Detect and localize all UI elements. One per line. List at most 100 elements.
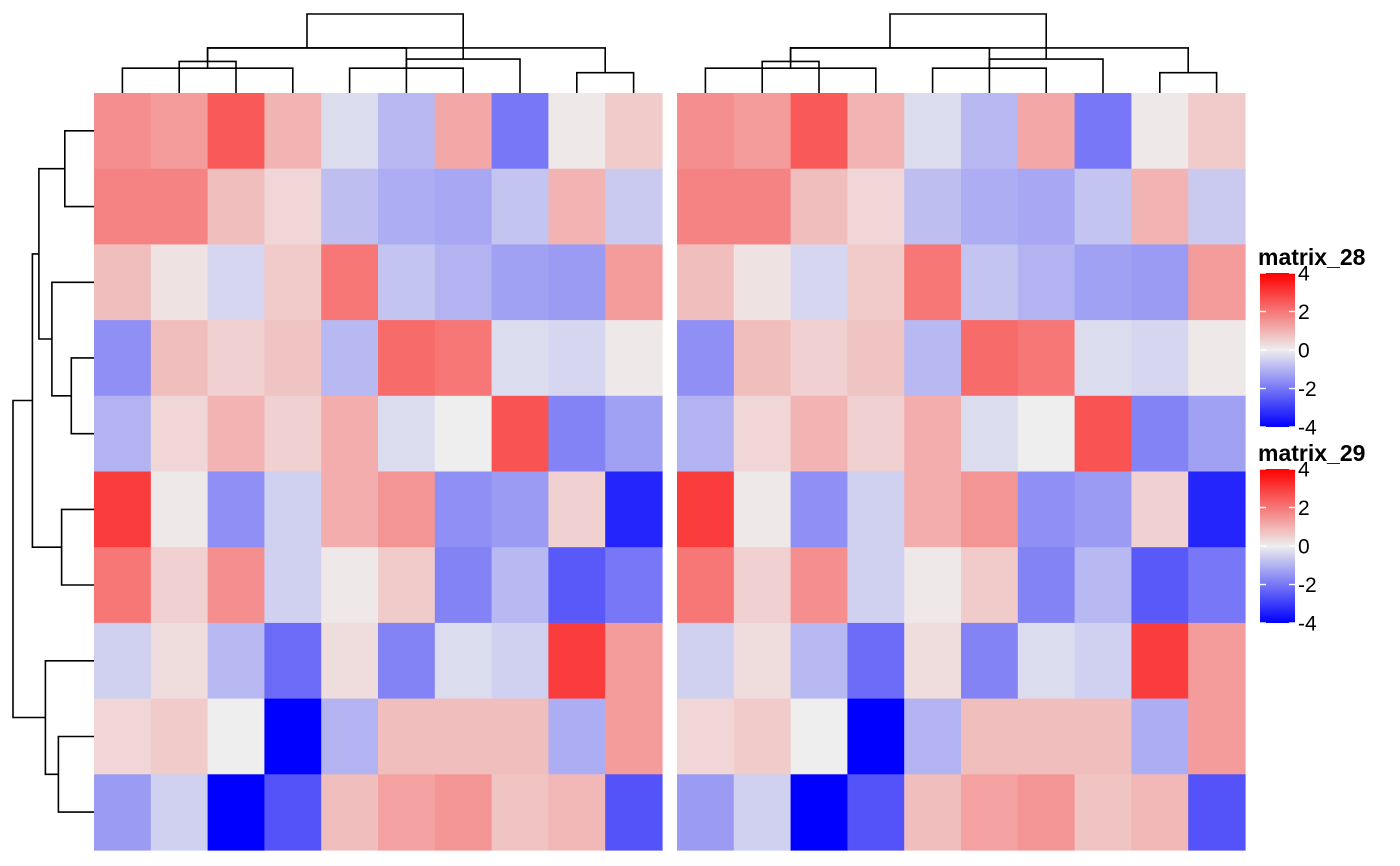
heatmap-cell	[94, 547, 152, 624]
heatmap-cell	[94, 471, 152, 548]
heatmap-cell	[605, 244, 663, 321]
heatmap-cell	[1131, 395, 1189, 473]
heatmap-cell	[264, 395, 322, 473]
heatmap-cell	[1131, 471, 1189, 548]
heatmap-cell	[264, 168, 322, 245]
heatmap-cell	[733, 168, 792, 245]
heatmap-cell	[207, 244, 265, 321]
heatmap-cell	[677, 471, 735, 548]
heatmap-cell	[1074, 622, 1132, 700]
heatmap-cell	[378, 395, 436, 473]
heatmap-cell	[1074, 168, 1132, 245]
heatmap-cell	[150, 471, 209, 548]
heatmap-cell	[548, 622, 606, 700]
dendrogram-branch	[1159, 71, 1218, 93]
heatmap-cell	[94, 774, 152, 851]
heatmap-cell	[378, 93, 436, 170]
heatmap-cell	[264, 244, 322, 321]
heatmap-cell	[790, 168, 848, 245]
heatmap-cell	[548, 547, 606, 624]
heatmap-cell	[961, 93, 1019, 170]
heatmap-cell	[904, 547, 962, 624]
heatmap-cell	[904, 774, 962, 851]
heatmap-cell	[491, 547, 549, 624]
heatmap-cell	[733, 698, 792, 775]
heatmap-cell	[1017, 168, 1076, 245]
dendrogram-branch	[206, 47, 606, 73]
heatmap-cell	[605, 93, 663, 170]
heatmap-cell	[1017, 471, 1076, 548]
heatmap-cell	[207, 622, 265, 700]
heatmap-cell	[548, 244, 606, 321]
heatmap-cell	[1188, 547, 1246, 624]
heatmap-cell	[605, 622, 663, 700]
column-dendrogram-matrix-29	[704, 13, 1218, 93]
heatmap-cell	[434, 547, 493, 624]
legend-title: matrix_29	[1258, 440, 1365, 466]
heatmap-cell	[847, 320, 905, 397]
heatmap-cell	[1188, 320, 1246, 397]
heatmap-cell	[491, 320, 549, 397]
heatmap-cell	[378, 547, 436, 624]
heatmap-cell	[321, 471, 379, 548]
heatmap-cell	[207, 395, 265, 473]
heatmap-cell	[904, 244, 962, 321]
heatmap-cell	[961, 320, 1019, 397]
heatmap-matrix-29	[677, 93, 1246, 851]
heatmap-cell	[321, 320, 379, 397]
heatmap-cell	[207, 698, 265, 775]
dendrogram-branch	[64, 130, 94, 208]
heatmap-cell	[1131, 774, 1189, 851]
legend-tick-label: 4	[1298, 263, 1310, 286]
heatmap-cell	[491, 244, 549, 321]
heatmap-cell	[847, 244, 905, 321]
heatmap-cell	[1017, 622, 1076, 700]
column-dendrogram-matrix-28	[121, 13, 635, 93]
heatmap-cell	[1131, 244, 1189, 321]
heatmap-cell	[904, 698, 962, 775]
heatmap-cell	[790, 320, 848, 397]
heatmap-cell	[961, 622, 1019, 700]
heatmap-cell	[961, 395, 1019, 473]
legend-tick-label: -4	[1298, 417, 1317, 440]
heatmap-cell	[904, 93, 962, 170]
heatmap-cell	[378, 471, 436, 548]
heatmap-cell	[733, 774, 792, 851]
heatmap-cell	[1074, 774, 1132, 851]
heatmap-cell	[548, 698, 606, 775]
heatmap-cell	[1188, 168, 1246, 245]
dendrogram-branch	[576, 71, 635, 93]
heatmap-cell	[94, 395, 152, 473]
heatmap-cell	[491, 168, 549, 245]
heatmap-cell	[548, 320, 606, 397]
heatmap-cell	[434, 622, 493, 700]
heatmap-cell	[1188, 622, 1246, 700]
heatmap-cell	[434, 320, 493, 397]
heatmap-cell	[1131, 698, 1189, 775]
heatmap-cell	[1017, 244, 1076, 321]
heatmap-cell	[378, 698, 436, 775]
dendrogram-branch	[789, 47, 1189, 73]
heatmap-cell	[605, 547, 663, 624]
heatmap-cell	[94, 93, 152, 170]
heatmap-cell	[904, 395, 962, 473]
heatmap-cell	[150, 547, 209, 624]
heatmap-cell	[677, 698, 735, 775]
heatmap-cell	[790, 774, 848, 851]
heatmap-cell	[1017, 774, 1076, 851]
legend-tick-label: 0	[1298, 340, 1310, 363]
heatmap-cell	[961, 168, 1019, 245]
legend-title: matrix_28	[1258, 244, 1366, 270]
heatmap-cell	[605, 698, 663, 775]
legend-tick-label: 2	[1298, 301, 1310, 324]
legend-matrix-29: matrix_29 4 2 0 -2 -4	[1258, 440, 1365, 636]
heatmap-cell	[605, 320, 663, 397]
heatmap-cell	[491, 471, 549, 548]
heatmap-cell	[1188, 93, 1246, 170]
heatmap-cell	[847, 93, 905, 170]
heatmap-cell	[150, 698, 209, 775]
heatmap-cell	[1131, 93, 1189, 170]
heatmap-cell	[1131, 168, 1189, 245]
heatmap-cell	[150, 395, 209, 473]
